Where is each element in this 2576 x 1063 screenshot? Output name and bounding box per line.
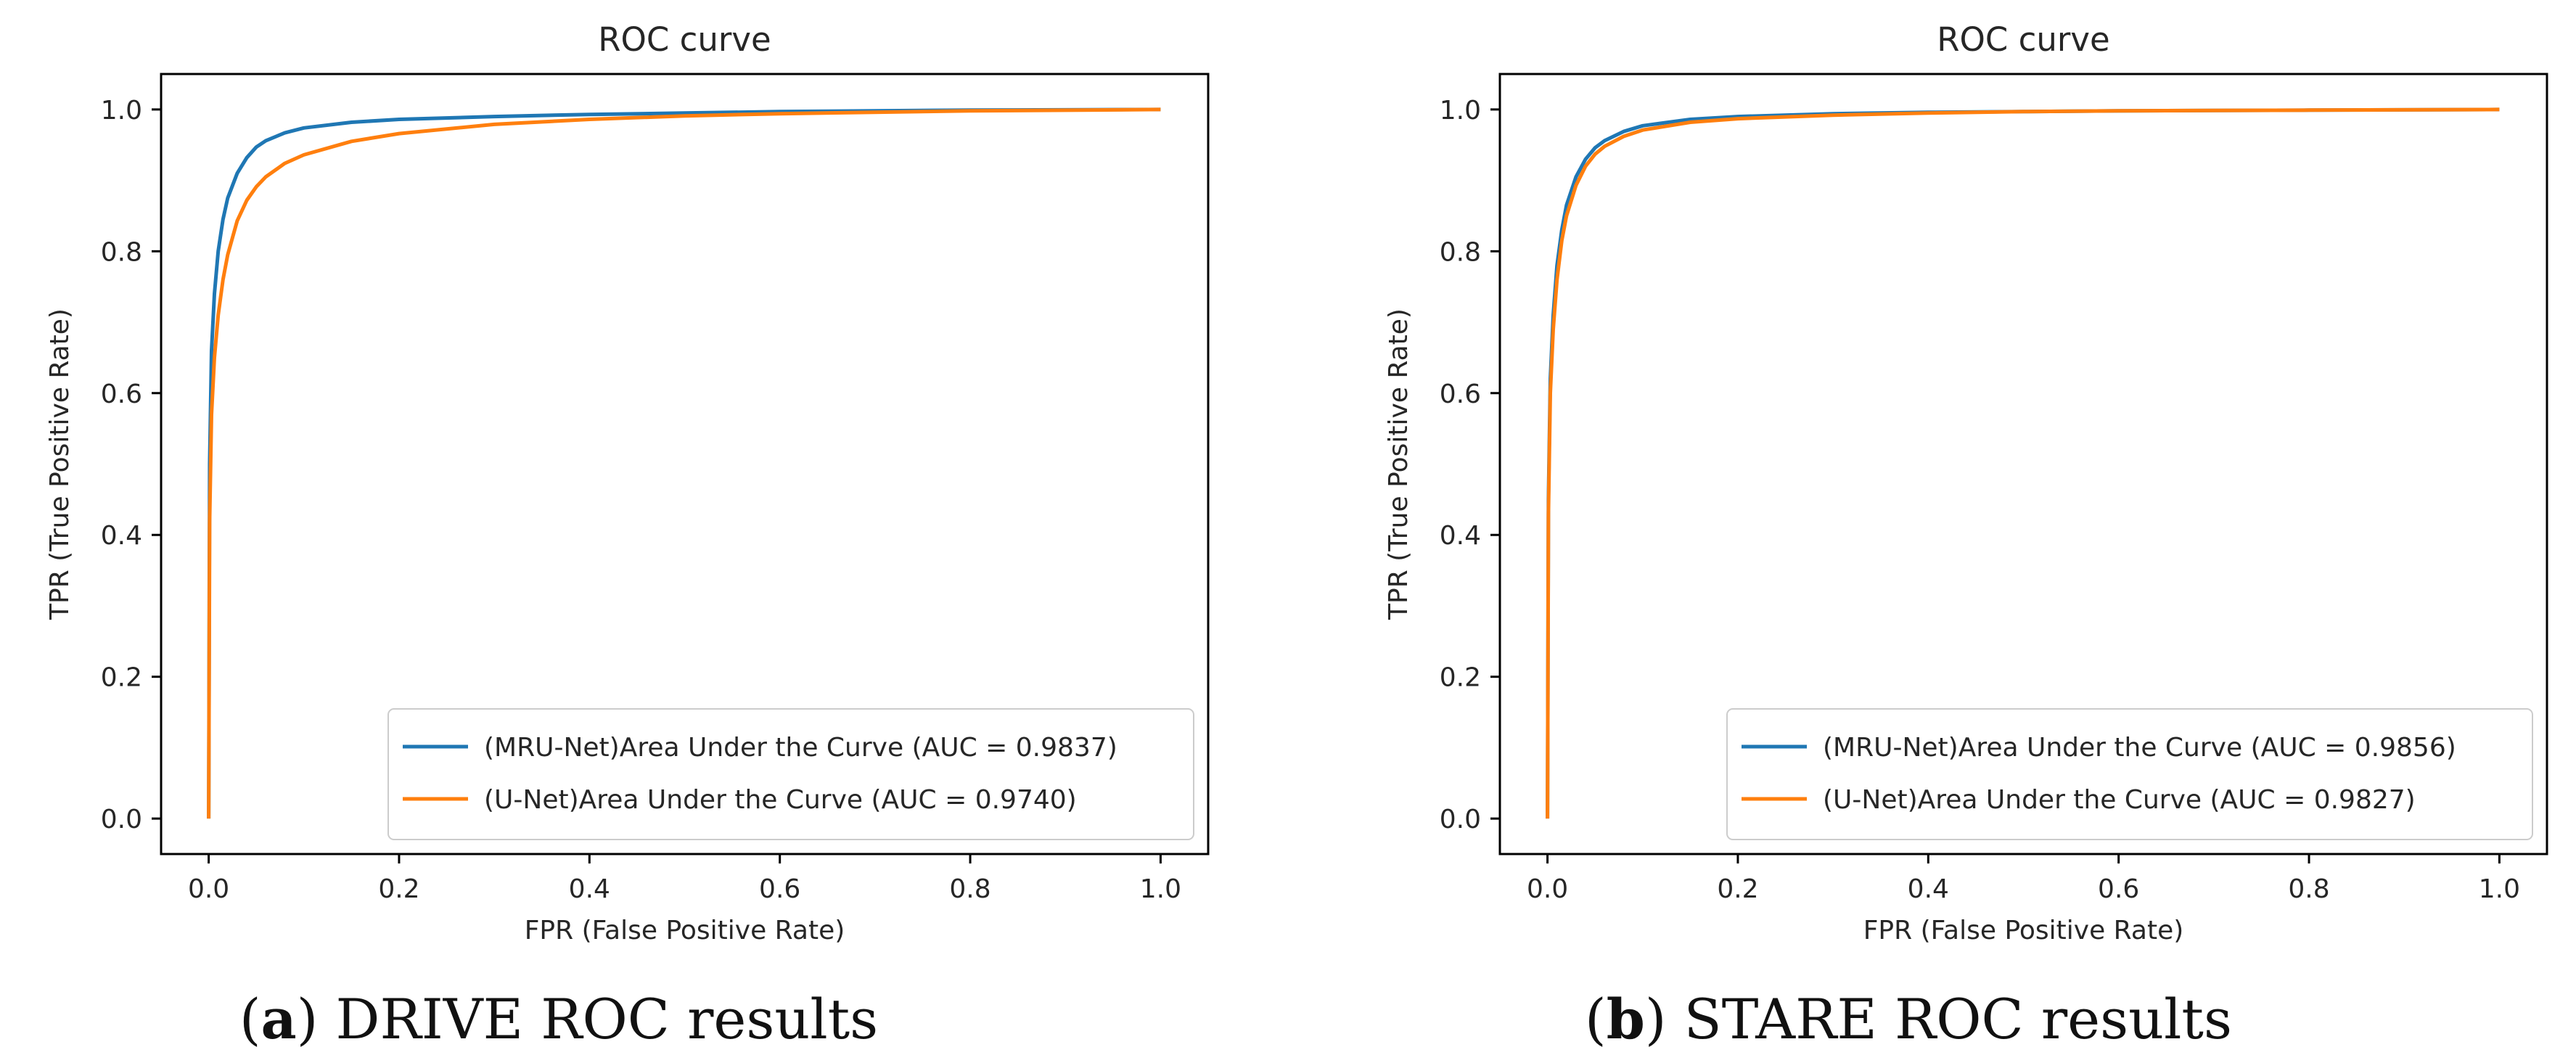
x-tick-label: 0.0: [188, 874, 229, 904]
y-tick-label: 0.2: [1440, 663, 1481, 693]
chart-drive-roc: ROC curve 0.0 0.2 0.4 0.6 0.8 1.0 0.0 0.2 0.4 0.6 0…: [45, 20, 1210, 945]
x-tick-label: 1.0: [1140, 874, 1181, 904]
legend-label: (U-Net)Area Under the Curve (AUC = 0.974…: [484, 785, 1077, 815]
caption-letter: a: [261, 987, 297, 1051]
y-tick-label: 1.0: [101, 96, 142, 126]
series-line-u-net: [1546, 107, 2500, 819]
legend-label: (MRU-Net)Area Under the Curve (AUC = 0.9…: [484, 733, 1117, 763]
y-axis-label: TPR (True Positive Rate): [1384, 308, 1414, 620]
chart-title: ROC curve: [1937, 20, 2110, 59]
y-tick-label: 0.0: [101, 805, 142, 834]
chart-stare-roc: ROC curve 0.0 0.2 0.4 0.6 0.8 1.0 0.0 0.2 0.4 0.6 0…: [1384, 20, 2548, 945]
caption-stare: (b) STARE ROC results: [1585, 987, 2232, 1051]
y-tick-label: 1.0: [1440, 96, 1481, 126]
x-axis-label: FPR (False Positive Rate): [525, 916, 845, 945]
x-tick-label: 1.0: [2479, 874, 2520, 904]
x-tick-label: 0.0: [1527, 874, 1568, 904]
y-tick-label: 0.6: [1440, 379, 1481, 409]
x-tick-label: 0.6: [2098, 874, 2139, 904]
plot-frame: [160, 73, 1210, 855]
caption-text: STARE ROC results: [1666, 987, 2232, 1051]
y-tick-label: 0.8: [1440, 237, 1481, 267]
x-tick-label: 0.6: [759, 874, 800, 904]
y-axis-label: TPR (True Positive Rate): [45, 308, 75, 620]
caption-text: DRIVE ROC results: [318, 987, 879, 1051]
x-tick-label: 0.4: [1908, 874, 1949, 904]
series-line-u-net: [207, 107, 1161, 819]
legend-label: (U-Net)Area Under the Curve (AUC = 0.982…: [1823, 785, 2416, 815]
caption-drive: (a) DRIVE ROC results: [239, 987, 879, 1051]
y-tick-label: 0.4: [101, 521, 142, 551]
x-tick-label: 0.2: [1717, 874, 1758, 904]
legend-box: [387, 708, 1194, 840]
legend-label: (MRU-Net)Area Under the Curve (AUC = 0.9…: [1823, 733, 2456, 763]
caption-letter: b: [1606, 987, 1645, 1051]
plot-frame: [1498, 73, 2548, 855]
x-tick-label: 0.8: [949, 874, 990, 904]
series-line-mru-net: [207, 107, 1161, 819]
legend-box: [1726, 708, 2533, 840]
y-tick-label: 0.4: [1440, 521, 1481, 551]
x-axis-label: FPR (False Positive Rate): [1863, 916, 2184, 945]
y-tick-label: 0.8: [101, 237, 142, 267]
y-tick-label: 0.2: [101, 663, 142, 693]
x-tick-label: 0.4: [569, 874, 610, 904]
x-tick-label: 0.8: [2288, 874, 2329, 904]
y-tick-label: 0.0: [1440, 805, 1481, 834]
chart-title: ROC curve: [598, 20, 771, 59]
y-tick-label: 0.6: [101, 379, 142, 409]
x-tick-label: 0.2: [378, 874, 419, 904]
